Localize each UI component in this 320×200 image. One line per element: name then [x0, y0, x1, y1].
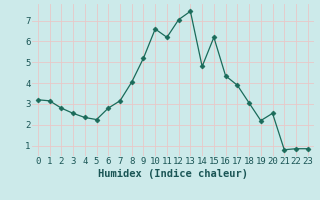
- X-axis label: Humidex (Indice chaleur): Humidex (Indice chaleur): [98, 169, 248, 179]
